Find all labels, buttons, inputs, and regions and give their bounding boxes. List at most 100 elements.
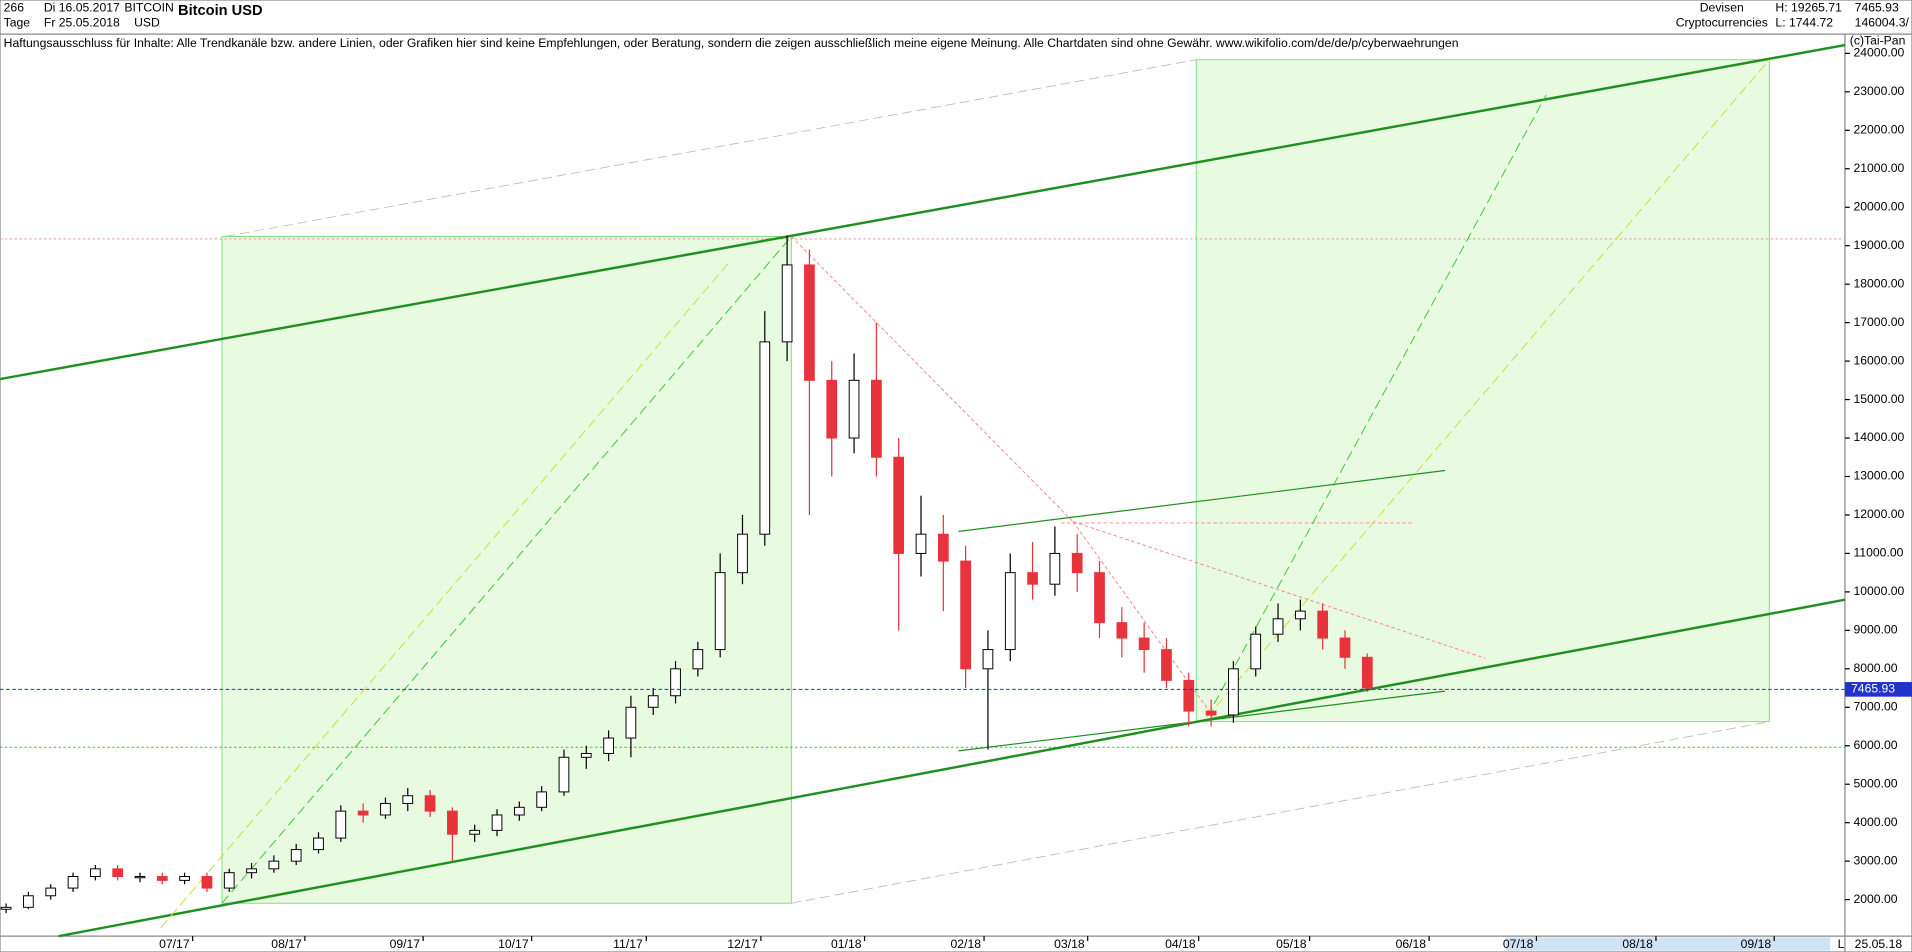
candle-body: [1004, 572, 1016, 651]
y-tick-label: 3000.00: [1853, 853, 1897, 867]
fan-line: [1206, 94, 1547, 717]
x-tick-label: 12/17: [727, 937, 758, 951]
candle-body: [67, 876, 79, 889]
candle-body: [313, 837, 324, 851]
candle-body: [23, 895, 34, 908]
candle-body: [580, 752, 592, 758]
candle-body: [692, 649, 704, 670]
candle-body: [246, 868, 257, 874]
candle-body: [1094, 572, 1105, 624]
candle-body: [513, 806, 525, 816]
header-market: Devisen: [1700, 1, 1744, 15]
fan-line: [1072, 521, 1486, 659]
candle-body: [1250, 633, 1262, 670]
candle-body: [647, 695, 659, 708]
x-tick-label: 05/18: [1276, 937, 1307, 951]
wedge-line: [958, 469, 1446, 533]
last-price-box: [1844, 682, 1912, 697]
channel-line: [0, 43, 1846, 381]
chart-title: Bitcoin USD: [178, 3, 263, 19]
y-tick-label: 10000.00: [1853, 584, 1904, 598]
y-tick-label: 11000.00: [1853, 546, 1903, 560]
y-tick-label: 18000.00: [1853, 276, 1904, 290]
header-low: L: 1744.72: [1775, 15, 1833, 29]
candle-body: [960, 560, 971, 670]
y-tick-label: 6000.00: [1853, 738, 1897, 752]
candle-body: [714, 572, 726, 651]
candle-body: [558, 756, 570, 793]
candle-body: [268, 860, 280, 870]
x-tick-label: 08/17: [271, 937, 302, 951]
candle-body: [1205, 710, 1217, 716]
future-band: [1505, 937, 1831, 951]
candle-body: [915, 533, 927, 554]
x-tick-label: 10/17: [498, 937, 529, 951]
y-tick-label: 24000.00: [1853, 46, 1904, 60]
candle-body: [1339, 637, 1351, 658]
header-high: H: 19265.71: [1775, 1, 1842, 15]
candle-body: [893, 456, 905, 554]
x-tick-label: 11/17: [613, 937, 643, 951]
y-tick-label: 23000.00: [1853, 84, 1904, 98]
x-tick-label: 08/18: [1622, 937, 1653, 951]
x-tick-label: 07/17: [159, 937, 190, 951]
candle-body: [290, 849, 302, 862]
candle-body: [424, 795, 436, 812]
candle-body: [201, 876, 213, 889]
header-from: Di 16.05.2017: [44, 1, 120, 15]
x-tick-label: 03/18: [1054, 937, 1085, 951]
channel-line: [58, 598, 1846, 938]
candle-body: [402, 795, 414, 804]
candle-body: [737, 533, 748, 574]
candle-body: [45, 887, 57, 897]
candle-body: [491, 814, 503, 831]
candle-body: [380, 802, 391, 816]
disclaimer: Haftungsausschluss für Inhalte: Alle Tre…: [4, 36, 1459, 50]
x-tick-label: 04/18: [1165, 937, 1196, 951]
y-tick-label: 5000.00: [1853, 776, 1897, 790]
candle-body: [625, 706, 637, 739]
annotations: [0, 43, 1846, 938]
candle-body: [871, 379, 882, 458]
y-tick-label: 19000.00: [1853, 238, 1904, 252]
y-tick-label: 9000.00: [1853, 623, 1897, 637]
candles: [0, 235, 1373, 914]
candle-body: [1049, 552, 1061, 585]
y-tick-label: 21000.00: [1853, 161, 1904, 175]
candle-body: [112, 868, 124, 878]
candle-body: [1294, 610, 1306, 620]
candle-body: [781, 264, 793, 343]
candle-body: [982, 649, 994, 670]
y-tick-label: 17000.00: [1853, 315, 1904, 329]
header-to: Fr 25.05.2018: [44, 15, 120, 29]
trend-line: [225, 59, 1197, 237]
header-currency: USD: [134, 15, 160, 29]
candle-body: [1161, 649, 1172, 681]
y-tick-label: 20000.00: [1853, 199, 1904, 213]
candle-body: [848, 379, 860, 439]
candle-body: [603, 737, 614, 754]
candle-body: [670, 668, 681, 697]
candle-body: [826, 379, 838, 439]
candle-body: [759, 341, 771, 535]
y-tick-label: 12000.00: [1853, 507, 1904, 521]
candle-body: [156, 876, 168, 881]
candle-body: [1317, 610, 1329, 639]
header-symbol: BITCOIN: [124, 1, 173, 15]
candle-body: [223, 872, 235, 889]
candle-body: [1027, 572, 1038, 585]
candle-body: [179, 876, 190, 881]
header-volume: 146004.3/: [1855, 15, 1910, 29]
candle-body: [1228, 668, 1239, 716]
range-box: [221, 235, 792, 904]
end-date: 25.05.18: [1855, 937, 1903, 951]
copyright: (c)Tai-Pan: [1850, 34, 1906, 48]
candle-body: [536, 791, 548, 808]
candle-body: [0, 906, 12, 910]
trend-line: [791, 721, 1770, 904]
y-tick-label: 4000.00: [1853, 815, 1897, 829]
x-tick-label: 09/17: [390, 937, 421, 951]
candle-body: [134, 876, 146, 879]
